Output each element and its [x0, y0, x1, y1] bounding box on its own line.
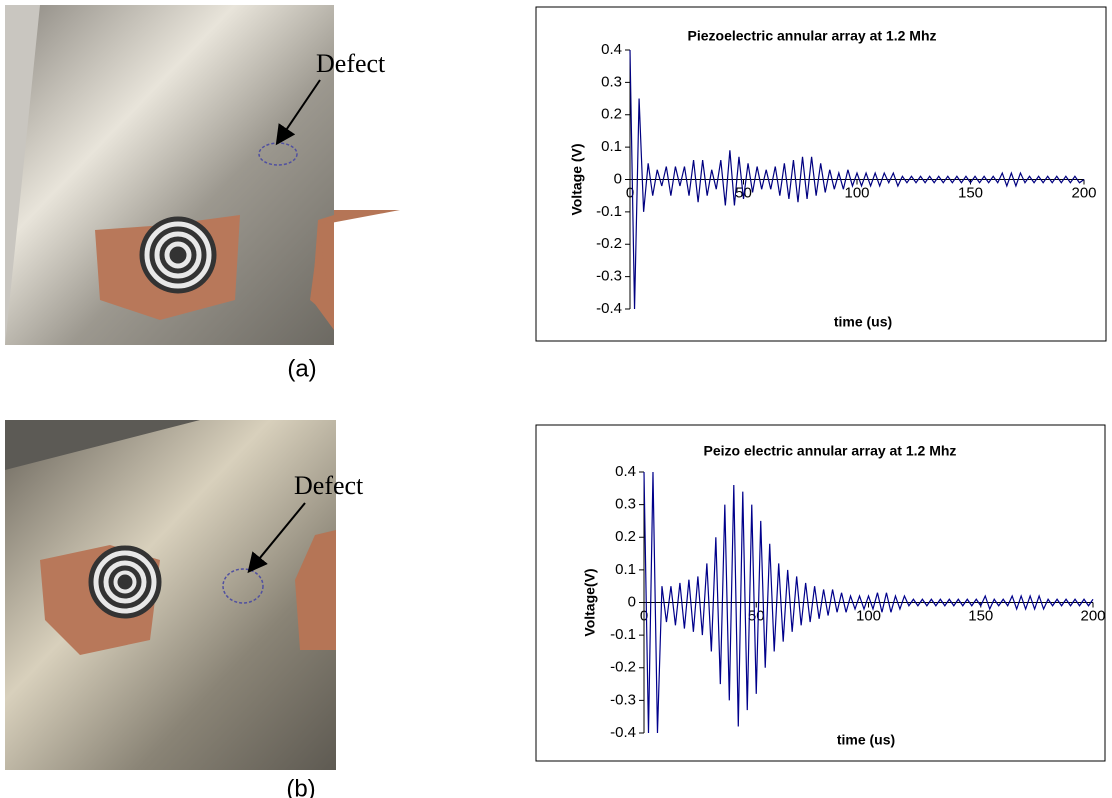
y-tick-label: -0.2	[596, 235, 622, 252]
chart-frame	[535, 424, 1106, 762]
x-tick-label: 100	[844, 184, 869, 201]
x-tick-label: 50	[735, 184, 752, 201]
x-axis-title: time (us)	[837, 732, 895, 748]
y-tick-label: 0.4	[601, 41, 622, 58]
y-tick-label: 0.3	[601, 73, 622, 90]
caption: (a)	[287, 355, 316, 382]
y-axis-title: Voltage(V)	[582, 568, 598, 636]
arrow	[247, 502, 306, 574]
y-tick-label: -0.3	[596, 268, 622, 285]
photo-label: Defect	[294, 471, 364, 500]
arrow	[275, 79, 321, 146]
x-tick-label: 200	[1080, 607, 1105, 624]
y-tick-label: -0.4	[596, 300, 622, 317]
x-axis-title: time (us)	[834, 314, 892, 330]
x-tick-label: 50	[748, 607, 765, 624]
y-tick-label: 0.4	[615, 463, 636, 480]
x-tick-label: 0	[640, 607, 648, 624]
y-tick-label: 0.2	[615, 528, 636, 545]
signal-line	[629, 49, 1085, 310]
y-tick-label: 0.3	[615, 496, 636, 513]
y-tick-label: 0	[628, 593, 636, 610]
chart-title: Piezoelectric annular array at 1.2 Mhz	[688, 28, 937, 44]
x-tick-label: 200	[1071, 184, 1096, 201]
x-tick-label: 0	[626, 184, 634, 201]
x-tick-label: 150	[958, 184, 983, 201]
photo-a-right	[318, 220, 334, 330]
photo-label: Defect	[316, 49, 386, 78]
y-tick-label: -0.4	[610, 724, 636, 741]
signal-line	[643, 471, 1094, 734]
y-tick-label: 0.2	[601, 106, 622, 123]
caption: (b)	[286, 775, 315, 798]
y-tick-label: 0.1	[615, 561, 636, 578]
x-tick-label: 150	[968, 607, 993, 624]
photo-b: Defect	[5, 420, 364, 770]
photo-a: Defect	[5, 5, 400, 345]
y-tick-label: -0.1	[610, 626, 636, 643]
y-tick-label: -0.1	[596, 203, 622, 220]
y-tick-label: 0	[614, 170, 622, 187]
y-axis-title: Voltage (V)	[569, 143, 585, 215]
y-tick-label: -0.3	[610, 691, 636, 708]
x-tick-label: 100	[856, 607, 881, 624]
y-tick-label: -0.2	[610, 659, 636, 676]
y-tick-label: 0.1	[601, 138, 622, 155]
chart-title: Peizo electric annular array at 1.2 Mhz	[704, 443, 957, 459]
